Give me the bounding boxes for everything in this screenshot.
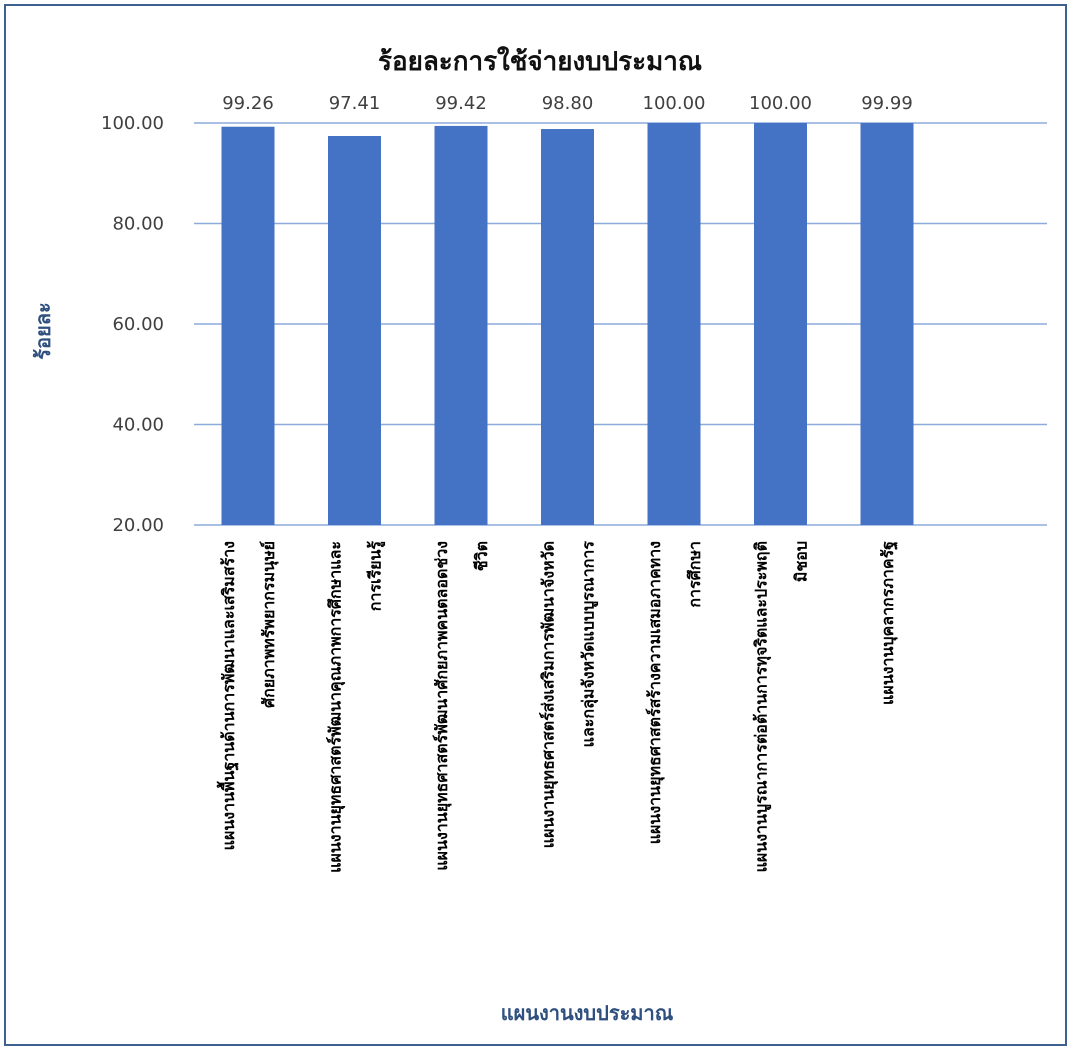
category-label-line: ศักยภาพทรัพยากรมนุษย์	[259, 541, 279, 708]
category-label-line: แผนงานพื้นฐานด้านการพัฒนาและเสริมสร้าง	[216, 541, 239, 850]
bar	[221, 126, 275, 525]
category-label-line: แผนงานยุทธศาสตร์สร้างความเสมอภาคทาง	[645, 541, 665, 844]
data-label: 99.99	[861, 93, 913, 114]
category-label-line: ชีวิต	[472, 541, 491, 571]
gridlines	[194, 122, 1047, 526]
category-label-line: แผนงานยุทธศาสตร์ส่งเสริมการพัฒนาจังหวัด	[539, 541, 559, 848]
y-tick-labels: 20.00 40.00 60.00 80.00 100.00	[101, 113, 164, 536]
data-label: 100.00	[749, 93, 812, 114]
data-label: 99.42	[435, 93, 487, 114]
data-label: 100.00	[643, 93, 706, 114]
y-axis-label: ร้อยละ	[31, 302, 55, 359]
data-labels: 99.26 97.41 99.42 98.80 100.00 100.00 99.99	[222, 93, 913, 114]
y-tick-label: 100.00	[101, 113, 164, 134]
chart-title: ร้อยละการใช้จ่ายงบประมาณ	[378, 46, 702, 77]
category-label-line: และกลุ่มจังหวัดแบบบูรณาการ	[579, 541, 600, 748]
data-label: 99.26	[222, 93, 274, 114]
x-axis-label: แผนงานงบประมาณ	[501, 1001, 674, 1025]
category-label-line: การเรียนรู้	[366, 541, 387, 612]
y-tick-label: 80.00	[112, 214, 164, 235]
bar	[860, 123, 914, 526]
data-label: 97.41	[329, 93, 381, 114]
y-tick-label: 40.00	[112, 415, 164, 436]
category-label: แผนงานยุทธศาสตร์สร้างความเสมอภาคทาง การศึ…	[645, 541, 704, 844]
category-label-line: แผนงานบุคลากรภาครัฐ	[878, 541, 898, 705]
category-label: แผนงานพื้นฐานด้านการพัฒนาและเสริมสร้าง ศั…	[216, 541, 279, 850]
chart-frame: ร้อยละการใช้จ่ายงบประมาณ ร้อยละ แผนงานงบ…	[4, 4, 1067, 1046]
bar	[754, 123, 807, 525]
y-tick-label: 60.00	[112, 314, 164, 335]
bar	[434, 125, 488, 526]
category-label-line: แผนงานบูรณาการต่อต้านการทุจริตและประพฤติ	[752, 541, 773, 872]
category-label-line: มิชอบ	[792, 541, 811, 582]
category-label: แผนงานยุทธศาสตร์ส่งเสริมการพัฒนาจังหวัด แ…	[539, 541, 600, 849]
category-label: แผนงานบูรณาการต่อต้านการทุจริตและประพฤติ…	[752, 541, 811, 872]
data-label: 98.80	[542, 93, 594, 114]
bar	[541, 129, 594, 525]
bar	[647, 123, 701, 525]
category-label: แผนงานบุคลากรภาครัฐ	[878, 541, 898, 705]
category-label: แผนงานยุทธศาสตร์พัฒนาคุณภาพการศึกษาและ กา…	[326, 541, 387, 873]
bars	[221, 123, 914, 526]
category-label-line: การศึกษา	[685, 541, 704, 608]
category-label: แผนงานยุทธศาสตร์พัฒนาศักยภาพคนตลอดช่วง ชี…	[432, 541, 491, 871]
category-label-line: แผนงานยุทธศาสตร์พัฒนาศักยภาพคนตลอดช่วง	[432, 541, 452, 871]
bar	[328, 136, 381, 525]
category-label-line: แผนงานยุทธศาสตร์พัฒนาคุณภาพการศึกษาและ	[326, 541, 346, 873]
bar-chart: ร้อยละการใช้จ่ายงบประมาณ ร้อยละ แผนงานงบ…	[31, 46, 1047, 1025]
y-tick-label: 20.00	[112, 515, 164, 536]
category-labels: แผนงานพื้นฐานด้านการพัฒนาและเสริมสร้าง ศั…	[216, 541, 898, 873]
